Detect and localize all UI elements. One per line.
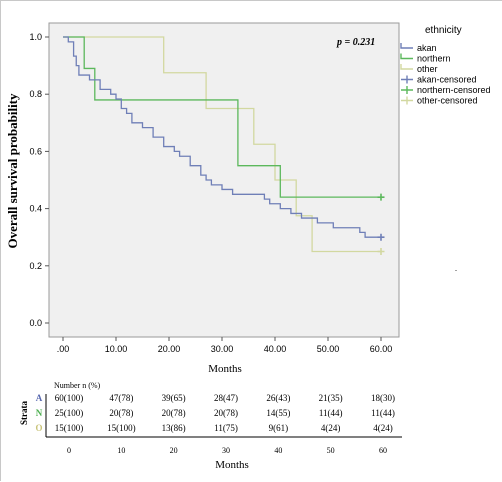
survival-curves — [63, 36, 381, 253]
stray-dot: . — [455, 264, 457, 273]
censor-marks — [377, 193, 385, 255]
x-tick-label: 40.00 — [264, 344, 287, 354]
risk-table-cell: 14(55) — [266, 408, 290, 418]
risk-table-cell: 20(78) — [214, 408, 238, 418]
risk-table-cell: 15(100) — [107, 423, 136, 433]
risk-time-labels: 0 10 20 30 40 50 60 — [67, 446, 387, 455]
risk-time-label: 20 — [170, 446, 178, 455]
y-tick-label: 0.0 — [29, 318, 42, 328]
risk-time-label: 60 — [379, 446, 387, 455]
risk-table-header: Number n (%) — [54, 381, 101, 390]
censor-mark-other — [377, 248, 385, 255]
x-axis-label: Months — [208, 363, 242, 375]
censor-mark-akan — [377, 233, 385, 241]
x-tick-label: 20.00 — [158, 344, 181, 354]
y-tick-label: 1.0 — [29, 32, 42, 42]
risk-table-cell: 13(86) — [162, 423, 186, 433]
survival-curve-other — [63, 36, 381, 253]
y-ticks: 0.0 0.2 0.4 0.6 0.8 1.0 — [29, 32, 49, 328]
risk-table-cell: 20(78) — [162, 408, 186, 418]
strata-label: Strata — [19, 401, 29, 425]
y-tick-label: 0.4 — [29, 204, 42, 214]
plot-area — [48, 22, 400, 338]
x-tick-label: 30.00 — [211, 344, 234, 354]
risk-rows: A 60(100) 47(78) 39(65) 28(47) 26(43) 21(35) 18… — [35, 393, 395, 433]
risk-table-cell: 18(30) — [371, 393, 395, 403]
legend-swatch-akan — [400, 43, 413, 49]
legend-label-northern: northern — [417, 54, 451, 64]
legend-swatch-northern-censored — [401, 86, 413, 94]
y-tick-label: 0.8 — [29, 89, 42, 99]
risk-time-label: 10 — [117, 446, 125, 455]
strata-letter: A — [36, 393, 43, 403]
legend-swatch-northern — [400, 53, 413, 60]
risk-table-cell: 39(65) — [162, 393, 186, 403]
legend-label-other-censored: other-censored — [417, 96, 478, 106]
legend-label-northern-censored: northern-censored — [417, 85, 491, 95]
risk-table-xlabel: Months — [215, 459, 249, 471]
risk-table-cell: 21(35) — [319, 393, 343, 403]
censor-mark-northern — [377, 193, 385, 201]
risk-table-cell: 60(100) — [55, 393, 84, 403]
legend-label-akan: akan — [417, 43, 437, 53]
y-tick-label: 0.6 — [29, 146, 42, 156]
risk-time-label: 0 — [67, 446, 71, 455]
risk-time-label: 50 — [327, 446, 335, 455]
legend-label-akan-censored: akan-censored — [417, 75, 477, 85]
y-tick-label: 0.2 — [29, 261, 42, 271]
p-value-annotation: p = 0.231 — [336, 37, 375, 48]
x-ticks: .00 10.00 20.00 30.00 40.00 50.00 60.00 — [57, 337, 393, 354]
risk-table-cell: 15(100) — [55, 423, 84, 433]
risk-table-cell: 11(44) — [371, 408, 395, 418]
x-tick-label: 10.00 — [105, 344, 128, 354]
risk-time-label: 40 — [274, 446, 282, 455]
x-tick-label: 50.00 — [317, 344, 340, 354]
legend: ethnicity akannorthernotherakan-censored… — [400, 25, 491, 106]
risk-table-cell: 25(100) — [55, 408, 84, 418]
risk-table-cell: 20(78) — [109, 408, 133, 418]
x-tick-label: 60.00 — [370, 344, 393, 354]
risk-time-label: 30 — [222, 446, 230, 455]
survival-curve-northern — [63, 36, 381, 198]
strata-letter: N — [36, 408, 43, 418]
legend-label-other: other — [417, 64, 438, 74]
y-axis-label: Overall survival probability — [5, 93, 20, 249]
risk-table-cell: 28(47) — [214, 393, 238, 403]
legend-swatch-other — [400, 64, 413, 70]
risk-table-cell: 4(24) — [321, 423, 341, 433]
strata-letter: O — [35, 423, 42, 433]
risk-table-cell: 9(61) — [269, 423, 289, 433]
legend-swatch-other-censored — [401, 96, 413, 105]
legend-title: ethnicity — [425, 25, 462, 36]
risk-table-cell: 4(24) — [373, 423, 393, 433]
risk-table: Number n (%) Strata A 60(100) 47(78) 39(65)… — [19, 381, 402, 471]
risk-table-cell: 26(43) — [266, 393, 290, 403]
x-tick-label: .00 — [57, 344, 70, 354]
risk-table-cell: 11(44) — [319, 408, 343, 418]
risk-table-cell: 47(78) — [109, 393, 133, 403]
survival-curve-akan — [63, 36, 381, 238]
legend-swatch-akan-censored — [401, 75, 413, 84]
risk-table-cell: 11(75) — [214, 423, 238, 433]
